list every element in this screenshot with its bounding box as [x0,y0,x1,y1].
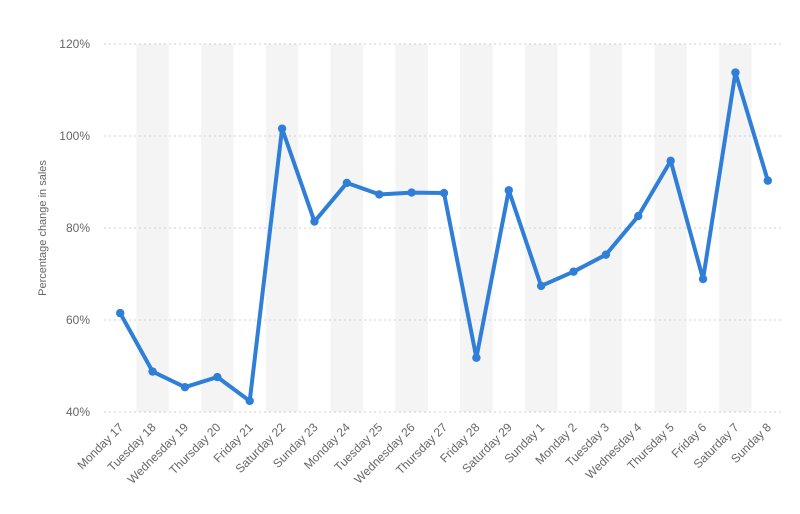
data-point [536,281,546,291]
data-point [375,190,384,199]
data-point [634,211,643,221]
data-point [342,178,352,188]
y-axis-title: Percentage change in sales [37,160,49,296]
y-tick-label: 120% [59,37,90,51]
data-point [763,176,773,185]
data-point [666,156,675,166]
data-point [504,186,513,195]
data-point [245,396,254,406]
data-point [698,274,708,284]
y-tick-label: 60% [66,313,90,327]
data-point [213,372,222,382]
data-point [148,367,157,376]
data-point [731,68,740,77]
column-band [201,44,234,412]
data-point [472,353,481,362]
data-point [407,188,416,197]
data-point [439,188,449,198]
y-tick-label: 100% [59,129,90,143]
column-band [330,44,364,412]
y-tick-label: 40% [66,405,90,419]
y-gridlines [104,43,784,413]
y-tick-label: 80% [66,221,90,235]
series-layer [115,68,773,406]
column-band [136,44,169,412]
y-axis-tick-labels: 40% 60% 80% 100% 120% [59,37,90,419]
data-point [115,308,125,318]
data-point [601,250,611,259]
data-point [310,217,319,226]
data-point [277,124,287,133]
data-point [180,382,190,392]
data-point [569,267,578,276]
